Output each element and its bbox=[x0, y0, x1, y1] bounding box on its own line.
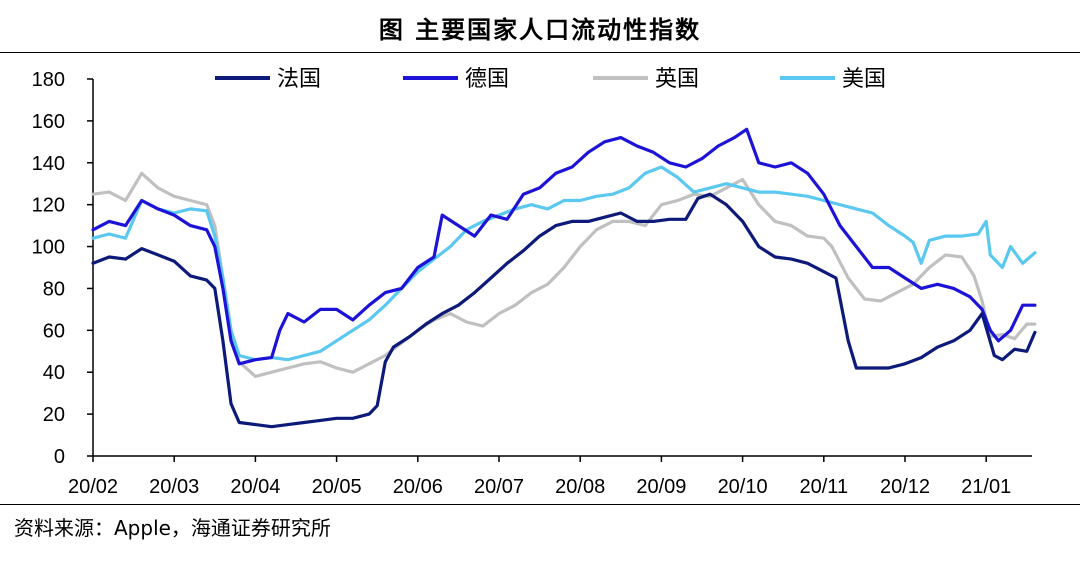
axes: 0 20 40 60 80 100 120 140 160 180 20/02 20/03 20/04 2… bbox=[32, 69, 1032, 498]
y-tick-label: 0 bbox=[54, 446, 65, 468]
x-tick-label: 20/12 bbox=[880, 476, 930, 498]
y-tick-label: 20 bbox=[43, 404, 65, 426]
legend-label-0: 法国 bbox=[277, 67, 321, 92]
y-tick-label: 100 bbox=[32, 237, 65, 259]
x-tick-label: 20/03 bbox=[149, 476, 199, 498]
x-tick-label: 20/02 bbox=[68, 476, 118, 498]
legend: 法国 德国 英国 美国 bbox=[215, 67, 886, 92]
y-tick-label: 40 bbox=[43, 362, 65, 384]
y-tick-label: 120 bbox=[32, 195, 65, 217]
legend-label-3: 美国 bbox=[842, 67, 886, 92]
chart-area: 0 20 40 60 80 100 120 140 160 180 20/02 20/03 20/04 2… bbox=[32, 67, 1037, 498]
x-tick-label: 20/07 bbox=[474, 476, 524, 498]
legend-label-2: 英国 bbox=[655, 67, 699, 92]
y-tick-label: 180 bbox=[32, 69, 65, 91]
footer-divider bbox=[0, 504, 1080, 505]
chart-title: 图 主要国家人口流动性指数 bbox=[378, 16, 702, 44]
x-tick-label: 21/01 bbox=[961, 476, 1011, 498]
x-tick-label: 20/08 bbox=[555, 476, 605, 498]
y-tick-label: 160 bbox=[32, 111, 65, 133]
title-bar: 图 主要国家人口流动性指数 bbox=[0, 0, 1080, 53]
x-tick-label: 20/04 bbox=[230, 476, 280, 498]
x-tick-label: 20/09 bbox=[636, 476, 686, 498]
x-tick-label: 20/11 bbox=[800, 476, 849, 498]
series-line-3 bbox=[91, 165, 1037, 362]
y-tick-label: 60 bbox=[43, 320, 65, 342]
series-lines bbox=[91, 127, 1037, 429]
x-tick-label: 20/10 bbox=[718, 476, 768, 498]
series-line-1 bbox=[91, 127, 1037, 366]
x-tick-label: 20/05 bbox=[312, 476, 362, 498]
legend-label-1: 德国 bbox=[465, 67, 509, 92]
series-line-0 bbox=[91, 192, 1037, 429]
source-note: 资料来源：Apple，海通证券研究所 bbox=[14, 516, 331, 540]
y-tick-label: 140 bbox=[32, 153, 65, 175]
y-tick-label: 80 bbox=[43, 278, 65, 300]
x-tick-label: 20/06 bbox=[393, 476, 443, 498]
